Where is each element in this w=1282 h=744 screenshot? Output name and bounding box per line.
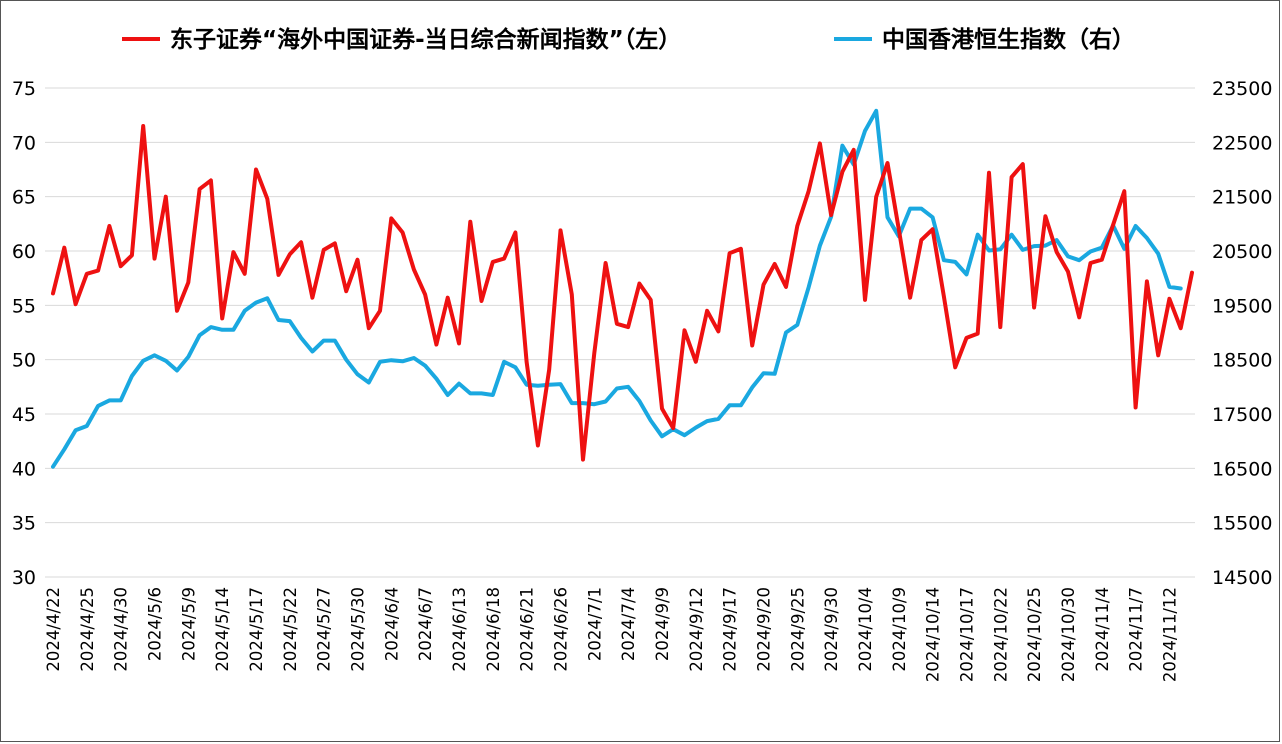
x-tick-label: 2024/9/20	[754, 587, 773, 672]
y-axis-right: 14500 15500 16500 17500 18500 19500 20500 21500…	[1212, 78, 1272, 589]
series-line-news-index	[51, 124, 1194, 462]
y-tick-label-right: 18500	[1212, 350, 1272, 372]
x-tick-label: 2024/11/12	[1160, 587, 1179, 682]
x-tick-label: 2024/5/17	[247, 587, 266, 672]
x-tick-label: 2024/10/9	[890, 587, 909, 672]
legend-label-hang-seng: 中国香港恒生指数（右）	[882, 26, 1135, 53]
x-tick-label: 2024/9/12	[687, 587, 706, 672]
series-lines	[51, 108, 1194, 469]
x-tick-label: 2024/6/18	[484, 587, 503, 672]
y-tick-label-right: 14500	[1212, 567, 1272, 589]
x-tick-label: 2024/4/30	[112, 587, 131, 672]
y-tick-label-right: 15500	[1212, 513, 1272, 535]
y-tick-label-left: 40	[12, 458, 36, 480]
x-tick-label: 2024/4/22	[44, 587, 63, 672]
y-tick-label-right: 16500	[1212, 458, 1272, 480]
y-tick-label-right: 22500	[1212, 132, 1272, 154]
x-tick-label: 2024/9/30	[822, 587, 841, 672]
x-tick-label: 2024/4/25	[78, 587, 97, 672]
y-tick-label-left: 55	[12, 295, 36, 317]
y-tick-label-right: 17500	[1212, 404, 1272, 426]
x-tick-label: 2024/10/22	[991, 587, 1010, 682]
x-tick-label: 2024/10/17	[957, 587, 976, 682]
legend: 东子证券“海外中国证券-当日综合新闻指数”（左） 中国香港恒生指数（右）	[122, 26, 1135, 53]
x-tick-label: 2024/5/6	[145, 587, 164, 661]
x-tick-label: 2024/6/7	[416, 587, 435, 661]
x-tick-label: 2024/5/9	[179, 587, 198, 661]
x-tick-label: 2024/10/14	[924, 587, 943, 682]
gridlines	[45, 87, 1195, 578]
x-tick-label: 2024/6/26	[551, 587, 570, 672]
x-tick-label: 2024/5/30	[348, 587, 367, 672]
x-tick-label: 2024/6/4	[382, 587, 401, 661]
y-tick-label-right: 19500	[1212, 295, 1272, 317]
x-tick-label: 2024/9/17	[721, 587, 740, 672]
x-axis: 2024/4/22 2024/4/25 2024/4/30 2024/5/6 2024/…	[44, 587, 1179, 682]
x-tick-label: 2024/5/14	[213, 587, 232, 672]
x-tick-label: 2024/6/13	[450, 587, 469, 672]
y-tick-label-left: 70	[12, 132, 36, 154]
y-tick-label-left: 35	[12, 513, 36, 535]
y-tick-label-left: 75	[12, 78, 36, 100]
series-line-hang-seng	[51, 108, 1183, 469]
y-axis-left: 30 35 40 45 50 55 60 65 70 75	[12, 78, 36, 589]
x-tick-label: 2024/7/4	[619, 587, 638, 661]
x-tick-label: 2024/6/21	[518, 587, 537, 672]
y-tick-label-right: 23500	[1212, 78, 1272, 100]
x-tick-label: 2024/11/7	[1127, 587, 1146, 672]
y-tick-label-left: 45	[12, 404, 36, 426]
y-tick-label-left: 30	[12, 567, 36, 589]
x-tick-label: 2024/11/4	[1093, 587, 1112, 672]
y-tick-label-right: 21500	[1212, 187, 1272, 209]
legend-label-news-index: 东子证券“海外中国证券-当日综合新闻指数”（左）	[170, 26, 681, 53]
x-tick-label: 2024/7/1	[585, 587, 604, 661]
y-tick-label-left: 65	[12, 187, 36, 209]
x-tick-label: 2024/9/25	[788, 587, 807, 672]
x-tick-label: 2024/9/9	[653, 587, 672, 661]
x-tick-label: 2024/10/30	[1059, 587, 1078, 682]
y-tick-label-right: 20500	[1212, 241, 1272, 263]
y-tick-label-left: 50	[12, 350, 36, 372]
x-tick-label: 2024/5/27	[315, 587, 334, 672]
x-tick-label: 2024/5/22	[281, 587, 300, 672]
x-tick-label: 2024/10/4	[856, 587, 875, 672]
x-tick-label: 2024/10/25	[1025, 587, 1044, 682]
y-tick-label-left: 60	[12, 241, 36, 263]
